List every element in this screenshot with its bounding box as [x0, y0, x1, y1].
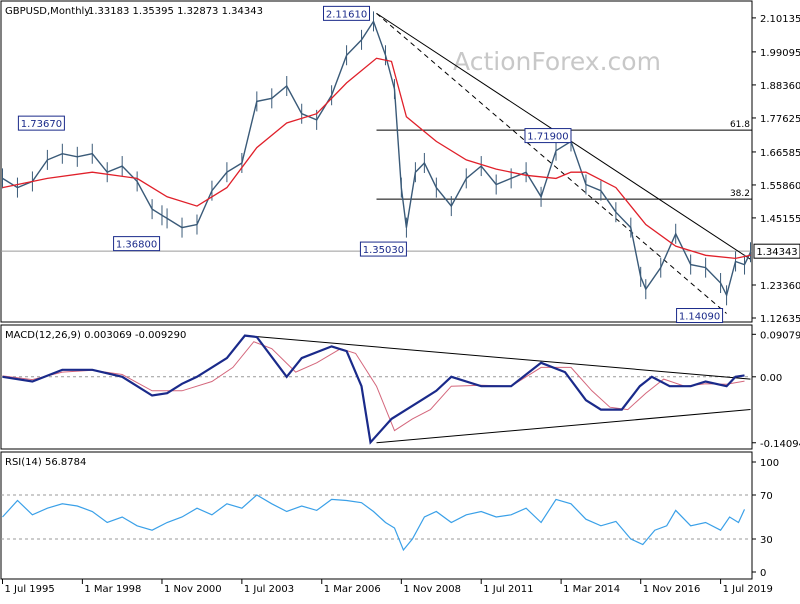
price-annotation-box [17, 115, 65, 131]
macd-y-tick-label: -0.14094 [760, 439, 800, 450]
price-annotation-label: 1.14090 [679, 312, 720, 323]
price-annotation-box [323, 5, 371, 21]
price-y-tick-label: 1.66585 [760, 148, 800, 159]
rsi-y-tick-label: 70 [760, 491, 773, 502]
x-tick-label: 1 Nov 2008 [403, 584, 461, 595]
price-annotation-box [524, 128, 572, 144]
x-tick-label: 1 Jul 2019 [723, 584, 773, 595]
price-y-tick-label: 2.10135 [760, 14, 800, 25]
ohlc-label: 1.33183 1.35395 1.32873 1.34343 [88, 6, 263, 17]
rsi-layer: 100 70 30 0 [1, 458, 779, 579]
macd-y-tick-label: 0.00 [760, 373, 782, 384]
moving-average-line [2, 57, 751, 260]
price-annotation-box [359, 241, 407, 257]
rsi-title: RSI(14) 56.8784 [5, 457, 86, 468]
fib-level-label: 61.8 [730, 120, 750, 130]
rsi-y-tick-label: 100 [760, 458, 779, 469]
symbol-label: GBPUSD,Monthly [5, 6, 90, 17]
price-y-tick-label: 1.12635 [760, 314, 800, 325]
x-tick-label: 1 Mar 1998 [84, 584, 141, 595]
price-series-line [2, 19, 752, 298]
current-price-box [753, 243, 800, 259]
price-annotation-label: 1.71900 [527, 132, 568, 143]
price-annotation-label: 2.11610 [326, 9, 367, 20]
x-tick-label: 1 Nov 2016 [643, 584, 701, 595]
x-tick-label: 1 Nov 2000 [164, 584, 222, 595]
price-y-tick-label: 1.45155 [760, 214, 800, 225]
price-annotation-label: 1.36800 [116, 240, 157, 251]
rsi-y-tick-label: 30 [760, 535, 773, 546]
price-y-tick-label: 1.88360 [760, 81, 800, 92]
dashed-trendline [376, 12, 727, 314]
x-tick-label: 1 Mar 2014 [563, 584, 620, 595]
rsi-y-tick-label: 0 [760, 568, 766, 579]
price-y-tick-label: 1.77625 [760, 114, 800, 125]
macd-title: MACD(12,26,9) 0.003069 -0.009290 [5, 330, 186, 341]
macd-panel-frame [0, 324, 753, 450]
price-annotation-box [113, 236, 161, 252]
price-annotation-label: 1.73670 [21, 119, 62, 130]
macd-layer: 0.090798 0.00 -0.14094 [1, 330, 800, 450]
watermark-text: ActionForex.com [453, 47, 661, 76]
current-price-label: 1.34343 [756, 247, 797, 258]
rsi-line [2, 494, 746, 552]
macd-y-tick-label: 0.090798 [760, 330, 800, 341]
x-tick-label: 1 Jul 1995 [4, 584, 54, 595]
price-y-tick-label: 1.23360 [760, 281, 800, 292]
macd-line [2, 334, 745, 445]
price-layer: 2.10135 1.99095 1.88360 1.77625 1.66585 1.558… [1, 5, 800, 325]
price-panel-frame [0, 0, 753, 323]
price-annotation-box [676, 308, 724, 324]
price-y-tick-label: 1.99095 [760, 48, 800, 59]
x-tick-label: 1 Jul 2011 [483, 584, 533, 595]
macd-signal-line [2, 341, 745, 432]
price-y-tick-label: 1.55860 [760, 181, 800, 192]
rsi-panel-frame [0, 451, 753, 580]
fib-level-label: 38.2 [730, 189, 750, 199]
macd-lower-trendline [376, 409, 751, 444]
macd-upper-trendline [244, 335, 751, 380]
price-annotation-label: 1.35030 [363, 245, 404, 256]
x-axis: 1 Jul 1995 1 Mar 1998 1 Nov 2000 1 Jul 2003… [1, 579, 773, 595]
x-tick-label: 1 Jul 2003 [244, 584, 294, 595]
x-tick-label: 1 Mar 2006 [324, 584, 381, 595]
